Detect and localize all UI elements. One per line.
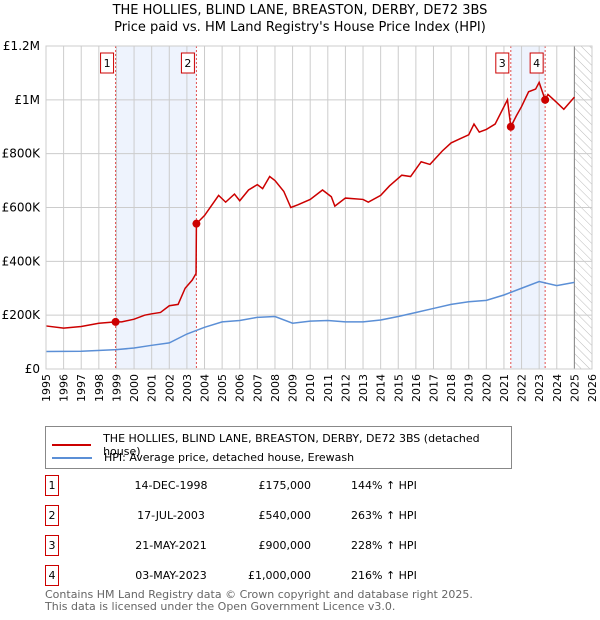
x-tick-label: 2020 [480, 374, 493, 402]
y-tick-label: £1.2M [3, 39, 40, 53]
sale-marker-box [495, 52, 510, 74]
x-tick-label: 2014 [375, 374, 388, 402]
sale-number: 1 [45, 475, 59, 496]
legend-swatch-property [52, 444, 92, 446]
sale-marker-label: 4 [533, 57, 540, 70]
sale-date: 03-MAY-2023 [135, 569, 207, 582]
x-tick-label: 2008 [269, 374, 282, 402]
x-tick-label: 2012 [339, 374, 352, 402]
x-tick-label: 2010 [304, 374, 317, 402]
y-tick-label: £1M [14, 93, 40, 107]
sale-point [192, 219, 201, 228]
sale-hpi-change: 263% ↑ HPI [351, 509, 417, 522]
y-tick-label: £800K [2, 147, 42, 161]
x-tick-label: 2016 [410, 374, 423, 402]
sale-marker-label: 3 [499, 57, 506, 70]
x-tick-label: 2015 [392, 374, 405, 402]
sale-price: £540,000 [258, 509, 312, 522]
sale-marker-label: 1 [104, 57, 111, 70]
y-tick-label: £600K [2, 201, 42, 215]
x-tick-label: 2022 [516, 374, 529, 402]
x-tick-label: 2003 [181, 374, 194, 402]
chart-subtitle: Price paid vs. HM Land Registry's House … [114, 20, 486, 35]
sale-hpi-change: 144% ↑ HPI [351, 479, 417, 492]
footer-line-2: This data is licensed under the Open Gov… [45, 600, 396, 613]
x-tick-label: 2006 [234, 374, 247, 402]
sale-marker-box [180, 52, 195, 74]
sale-hpi-change: 228% ↑ HPI [351, 539, 417, 552]
x-tick-label: 2011 [322, 374, 335, 402]
sale-marker-label: 2 [184, 57, 191, 70]
x-tick-label: 2000 [128, 374, 141, 402]
sale-row: 1 14-DEC-1998 £175,000 144% ↑ HPI [45, 475, 465, 496]
sale-row: 4 03-MAY-2023 £1,000,000 216% ↑ HPI [45, 565, 465, 586]
price-chart: 1995 1996 1997 1998 1999 2000 2001 2002 2003 2004… [2, 39, 599, 402]
x-tick-label: 2021 [498, 374, 511, 402]
legend-label-hpi: HPI: Average price, detached house, Erew… [104, 451, 355, 464]
hpi-line [45, 280, 575, 353]
sale-date: 17-JUL-2003 [137, 509, 205, 522]
x-tick-label: 2026 [586, 374, 599, 402]
x-tick-label: 2009 [287, 374, 300, 402]
legend-label-property: THE HOLLIES, BLIND LANE, BREASTON, DERBY… [103, 432, 480, 458]
sale-row: 2 17-JUL-2003 £540,000 263% ↑ HPI [45, 505, 465, 526]
property-price-line [45, 80, 575, 329]
x-tick-label: 2019 [463, 374, 476, 402]
x-tick-label: 2007 [251, 374, 264, 402]
sale-marker-box [529, 52, 544, 74]
x-tick-label: 2017 [427, 374, 440, 402]
y-tick-label: £0 [25, 362, 40, 376]
x-tick-label: 2013 [357, 374, 370, 402]
y-tick-label: £400K [2, 254, 42, 268]
chart-title: THE HOLLIES, BLIND LANE, BREASTON, DERBY… [112, 3, 488, 18]
x-tick-label: 1996 [58, 374, 71, 402]
x-tick-label: 2018 [445, 374, 458, 402]
x-tick-label: 2001 [146, 374, 159, 402]
sale-row: 3 21-MAY-2021 £900,000 228% ↑ HPI [45, 535, 465, 556]
x-tick-label: 1998 [93, 374, 106, 402]
x-tick-label: 2004 [199, 374, 212, 402]
sale-hpi-change: 216% ↑ HPI [351, 569, 417, 582]
x-tick-label: 2002 [163, 374, 176, 402]
footer: Contains HM Land Registry data © Crown c… [45, 589, 473, 613]
y-tick-label: £200K [2, 308, 42, 322]
sale-price: £175,000 [258, 479, 312, 492]
sale-point [111, 317, 120, 326]
sale-point [506, 122, 515, 131]
x-tick-label: 1995 [40, 374, 53, 402]
plot-border [45, 45, 593, 370]
sale-number: 3 [45, 535, 59, 556]
legend-swatch-hpi [52, 456, 92, 459]
sale-number: 4 [45, 565, 59, 586]
x-tick-label: 2023 [533, 374, 546, 402]
sale-date: 14-DEC-1998 [134, 479, 208, 492]
sale-price: £900,000 [258, 539, 312, 552]
sale-point [541, 95, 550, 104]
sale-marker-box [100, 52, 115, 74]
legend: THE HOLLIES, BLIND LANE, BREASTON, DERBY… [45, 426, 512, 469]
x-tick-label: 2005 [216, 374, 229, 402]
sale-price: £1,000,000 [248, 569, 311, 582]
sale-number: 2 [45, 505, 59, 526]
footer-line-1: Contains HM Land Registry data © Crown c… [45, 588, 473, 601]
x-tick-label: 2025 [568, 374, 581, 402]
x-tick-label: 1999 [110, 374, 123, 402]
sale-date: 21-MAY-2021 [135, 539, 207, 552]
x-tick-label: 2024 [551, 374, 564, 402]
x-tick-label: 1997 [75, 374, 88, 402]
